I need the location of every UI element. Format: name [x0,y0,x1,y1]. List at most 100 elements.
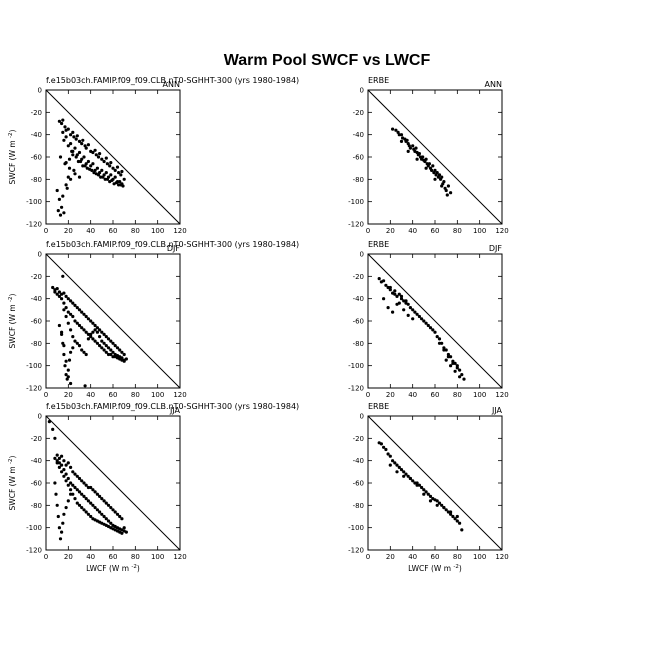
data-point [420,317,424,321]
data-point [60,463,64,467]
data-point [408,476,412,481]
data-point [411,144,415,148]
data-point [66,476,70,481]
data-point [104,517,108,521]
x-tick-label: 100 [151,553,164,561]
panel-model-jja: 0 20 40 60 80 100 120 0 -20 -40 -60 -80 -100 -120 f.e1… [8,402,299,573]
x-axis-label: LWCF (W m -2) [86,564,140,573]
data-point [62,301,66,305]
data-point [66,375,70,379]
data-point [69,133,73,137]
data-point [449,191,453,195]
data-point [82,312,86,316]
y-tick-label: -100 [348,198,364,206]
reference-line [367,415,503,551]
data-point [93,148,97,152]
data-point [395,470,399,474]
data-point [115,346,120,350]
data-point [83,164,87,168]
data-point [91,162,95,166]
x-tick-label: 0 [366,553,370,561]
data-point [411,308,415,312]
data-point [93,323,97,328]
data-point [57,456,62,460]
data-point [81,138,85,142]
data-point [393,289,397,293]
x-tick-label: 60 [431,227,440,235]
data-point [446,352,450,357]
y-tick-label: -20 [353,435,364,443]
panel-season-label: ANN [485,80,502,89]
data-point [57,197,62,201]
data-point [55,461,59,465]
data-point [397,292,401,296]
data-point [89,514,93,519]
x-tick-label: 0 [44,553,48,561]
data-point [104,156,108,160]
data-point [422,488,426,492]
figure-title: Warm Pool SWCF vs LWCF [224,52,431,69]
panel-model-djf: 0 20 40 60 80 100 120 0 -20 -40 -60 -80 -100 -120 f.e1… [8,240,299,399]
data-point [440,184,444,188]
data-point [406,149,410,153]
data-point [83,384,87,388]
data-point [63,125,67,129]
x-tick-label: 60 [109,391,118,399]
data-point [428,499,433,503]
data-point [111,341,115,345]
data-point [113,344,117,348]
data-point [77,139,82,143]
data-point [122,177,126,181]
data-point [57,290,62,294]
data-point [109,161,113,165]
data-point [64,472,68,476]
data-point [89,319,93,323]
panels: 0 20 40 60 80 100 120 0 -20 -40 -60 -80 -100 -120 f.e1… [8,76,509,573]
data-point [113,510,117,514]
data-point [119,183,123,187]
data-point [58,537,63,541]
data-point [455,514,459,519]
x-tick-label: 100 [151,227,164,235]
data-point [100,330,104,334]
data-point [95,341,99,345]
y-axis-label: SWCF (W m -2) [8,129,17,184]
data-point [55,503,59,507]
data-point [426,492,430,496]
x-tick-label: 0 [366,227,370,235]
data-point [397,133,401,137]
data-point [404,299,408,303]
panel-obs-djf: 0 20 40 60 80 100 120 0 -20 -40 -60 -80 -100 -120 ERBE… [348,240,509,399]
data-point [73,472,77,476]
data-point [104,501,108,505]
data-point [64,506,68,510]
data-point [444,508,448,512]
panel-source-label: f.e15b03ch.FAMIP.f09_f09.CLB.nT0-SGHHT-3… [46,402,299,411]
y-tick-label: -60 [31,154,42,162]
y-tick-label: -40 [31,457,42,465]
reference-line [45,89,181,225]
data-point [446,510,450,514]
data-point [73,319,77,323]
y-tick-label: -60 [353,480,364,488]
data-point [100,157,104,161]
data-point [66,499,70,503]
data-point [91,503,95,507]
data-point [428,494,433,498]
data-point [458,375,462,379]
x-tick-label: 100 [151,391,164,399]
data-point [74,155,78,159]
data-point [449,510,453,514]
data-point [72,168,76,172]
data-point [69,312,73,316]
data-point [103,177,107,181]
data-point [77,476,82,481]
data-point [460,373,464,377]
data-point [399,133,404,137]
data-point [118,180,122,184]
data-point [399,468,404,472]
y-tick-label: 0 [38,87,42,95]
data-point [66,310,70,314]
data-point [55,292,59,296]
data-point [102,341,106,345]
